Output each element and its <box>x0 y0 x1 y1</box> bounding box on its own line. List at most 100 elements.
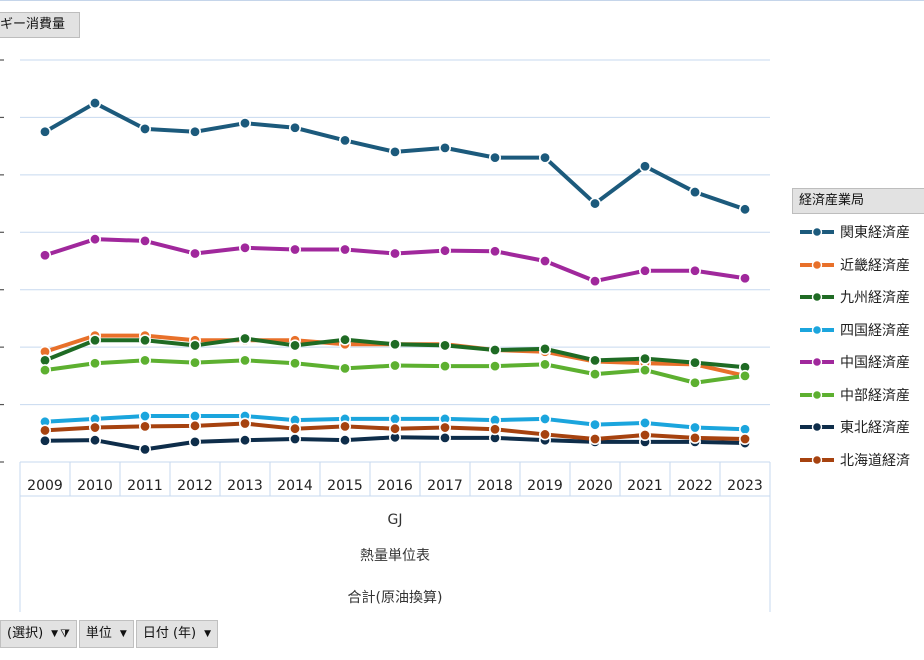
data-point <box>139 334 152 347</box>
data-point <box>538 342 551 355</box>
legend-item[interactable]: 中国経済産 <box>798 346 910 379</box>
data-point <box>189 435 202 448</box>
legend-item[interactable]: 中部経済産 <box>798 379 910 412</box>
data-point <box>588 197 601 210</box>
data-point <box>239 354 252 367</box>
legend-label: 四国経済産 <box>840 322 910 339</box>
unit-field-button[interactable]: 単位 ▼ <box>78 620 134 648</box>
data-point <box>189 247 202 260</box>
data-point <box>488 360 501 373</box>
legend-item[interactable]: 近畿経済産 <box>798 249 910 282</box>
x-tick-label: 2009 <box>27 478 63 494</box>
legend-swatch-marker <box>811 422 823 433</box>
data-point <box>89 97 102 110</box>
chevron-down-icon: ▼ <box>51 629 59 639</box>
legend-item[interactable]: 東北経済産 <box>798 411 910 444</box>
chevron-down-icon: ▼ <box>204 629 212 639</box>
data-point <box>638 429 651 442</box>
data-point <box>688 356 701 369</box>
data-point <box>338 434 351 447</box>
chart-title-field[interactable]: ギー消費量 <box>0 12 81 38</box>
data-point <box>239 332 252 345</box>
legend-swatch-marker <box>811 292 823 303</box>
field-toolbar: (選択) ▼ ⧩ 単位 ▼ 日付 (年) ▼ <box>0 620 220 648</box>
legend-item[interactable]: 北海道経済 <box>798 444 910 477</box>
data-point <box>189 339 202 352</box>
data-point <box>588 354 601 367</box>
x-tick-label: 2017 <box>427 478 463 494</box>
date-field-button[interactable]: 日付 (年) ▼ <box>135 620 219 648</box>
data-point <box>488 151 501 164</box>
legend-title-field[interactable]: 経済産業局 <box>792 188 924 214</box>
series-line <box>43 237 747 284</box>
legend-swatch <box>800 292 834 303</box>
legend-swatch-marker <box>811 389 823 400</box>
legend-swatch <box>800 227 834 238</box>
data-point <box>89 233 102 246</box>
data-point <box>388 412 401 425</box>
data-point <box>38 125 51 138</box>
data-point <box>338 333 351 346</box>
data-point <box>139 410 152 423</box>
data-point <box>388 145 401 158</box>
data-point <box>438 141 451 154</box>
axis-table-label: 熱量単位表 <box>360 548 430 564</box>
legend-swatch-marker <box>811 454 823 465</box>
x-tick-label: 2015 <box>327 478 363 494</box>
legend-item[interactable]: 四国経済産 <box>798 314 910 347</box>
unit-field-label: 単位 <box>85 626 112 641</box>
data-point <box>738 433 751 446</box>
data-point <box>588 368 601 381</box>
data-point <box>388 247 401 260</box>
legend-swatch-marker <box>811 357 823 368</box>
data-point <box>288 433 301 446</box>
legend-swatch-marker <box>811 227 823 238</box>
legend-label: 中部経済産 <box>840 387 910 404</box>
data-point <box>488 344 501 357</box>
data-point <box>438 360 451 373</box>
data-point <box>139 234 152 247</box>
data-point <box>588 433 601 446</box>
data-point <box>338 420 351 433</box>
legend-label: 関東経済産 <box>840 225 910 242</box>
legend-swatch <box>800 324 834 335</box>
x-tick-label: 2019 <box>527 478 563 494</box>
data-point <box>638 160 651 173</box>
legend-swatch-marker <box>811 259 823 270</box>
legend: 関東経済産近畿経済産九州経済産四国経済産中国経済産中部経済産東北経済産北海道経済 <box>798 216 910 476</box>
x-tick-label: 2022 <box>677 478 713 494</box>
axis-unit-label: GJ <box>388 512 403 528</box>
data-point <box>139 420 152 433</box>
data-point <box>688 421 701 434</box>
filter-field-label: (選択) <box>7 626 44 641</box>
data-point <box>89 357 102 370</box>
filter-field-button[interactable]: (選択) ▼ ⧩ <box>0 620 77 648</box>
data-point <box>38 424 51 437</box>
legend-label: 近畿経済産 <box>840 257 910 274</box>
data-point <box>139 354 152 367</box>
data-point <box>288 339 301 352</box>
legend-item[interactable]: 関東経済産 <box>798 216 910 249</box>
x-tick-label: 2020 <box>577 478 613 494</box>
legend-swatch <box>800 454 834 465</box>
legend-label: 北海道経済 <box>840 452 910 469</box>
data-point <box>688 431 701 444</box>
data-point <box>388 422 401 435</box>
x-tick-label: 2018 <box>477 478 513 494</box>
data-point <box>38 364 51 377</box>
data-point <box>288 422 301 435</box>
legend-swatch-marker <box>811 324 823 335</box>
data-point <box>638 264 651 277</box>
legend-item[interactable]: 九州経済産 <box>798 281 910 314</box>
data-point <box>288 121 301 134</box>
data-point <box>89 334 102 347</box>
data-point <box>239 417 252 430</box>
data-point <box>488 423 501 436</box>
data-point <box>189 356 202 369</box>
data-point <box>738 272 751 285</box>
data-point <box>239 241 252 254</box>
data-point <box>588 275 601 288</box>
legend-swatch <box>800 422 834 433</box>
legend-label: 東北経済産 <box>840 420 910 437</box>
data-point <box>638 352 651 365</box>
